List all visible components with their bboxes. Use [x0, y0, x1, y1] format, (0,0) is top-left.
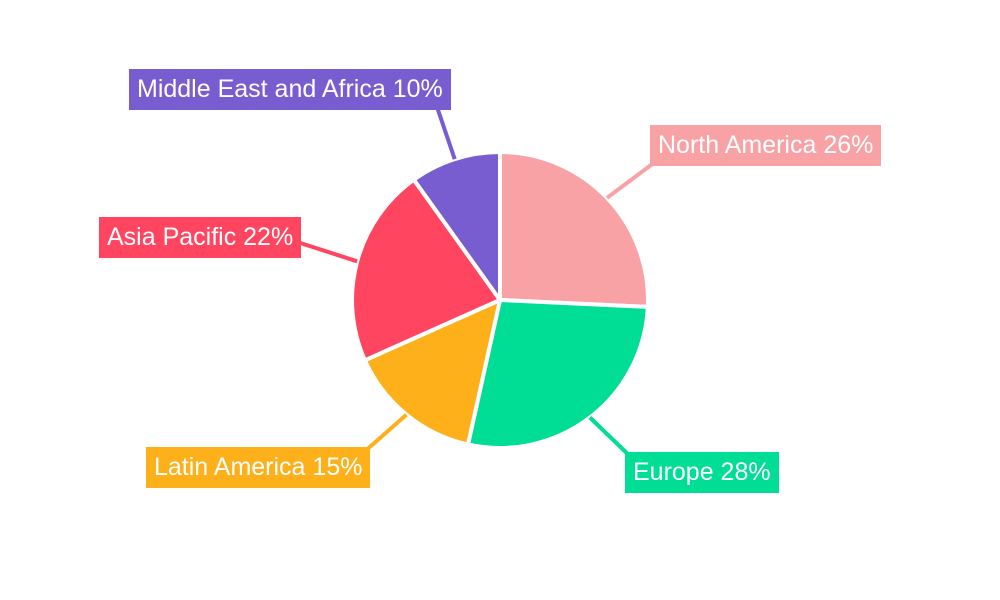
pie-slice-latin-america[interactable] — [362, 298, 502, 447]
label-middle-east-africa: Middle East and Africa 10% — [129, 69, 451, 110]
pie-slice-asia-pacific[interactable] — [350, 177, 502, 363]
connector-asia-pacific — [290, 238, 358, 264]
pie-slices — [350, 150, 650, 450]
connector-latin-america — [361, 413, 408, 455]
label-asia-pacific: Asia Pacific 22% — [99, 217, 302, 258]
label-latin-america: Latin America 15% — [146, 447, 371, 488]
label-north-america: North America 26% — [650, 125, 882, 166]
connector-north-america — [605, 160, 657, 200]
label-europe: Europe 28% — [625, 452, 779, 493]
connector-middle-east-africa — [434, 103, 457, 160]
pie-slice-north-america[interactable] — [498, 150, 650, 309]
pie-slice-middle-east-africa[interactable] — [411, 150, 502, 302]
